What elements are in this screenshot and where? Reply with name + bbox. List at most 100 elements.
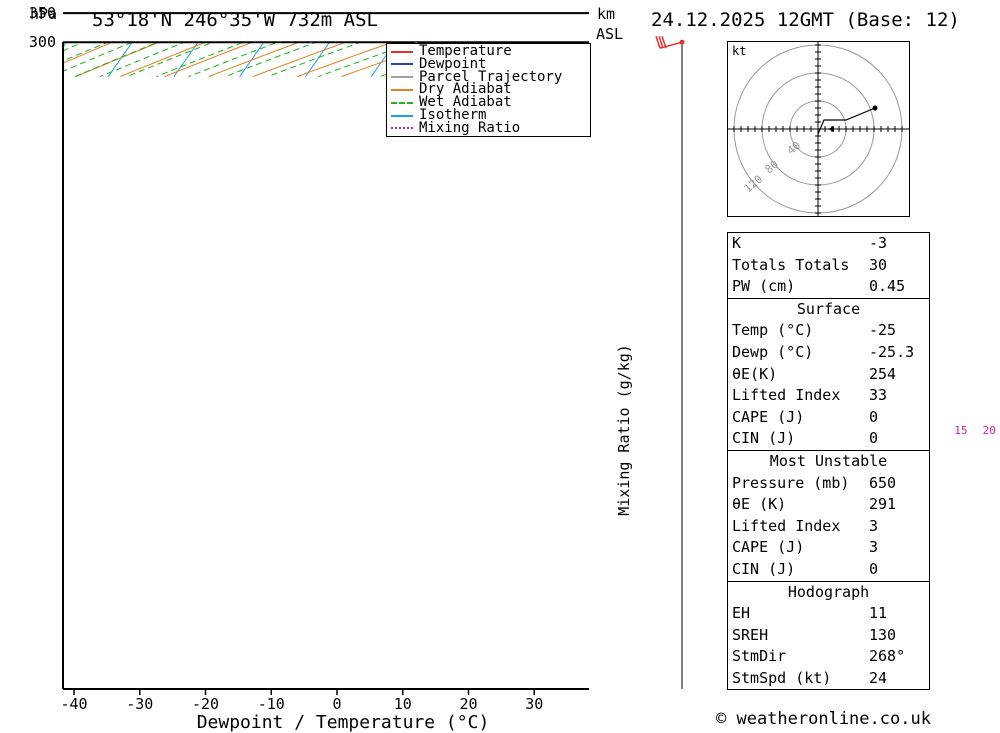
index-row: K -3 [728,233,929,255]
most-unstable-label: CAPE (J) [732,538,805,557]
legend-item: Wet Adiabat [391,94,512,111]
legend-label: Dewpoint [419,55,487,72]
x-tick-label: -30 [126,695,153,713]
hodograph-index-value: 130 [869,625,897,644]
legend-label: Temperature [419,43,512,59]
legend: Temperature Dewpoint Parcel Trajectory Dry … [386,43,591,137]
most-unstable-title: Most Unstable [769,451,888,470]
hodograph-ring-label-80: 80 [763,158,782,176]
most-unstable-row: CAPE (J) 3 [728,537,929,559]
legend-item: Dewpoint [391,55,487,72]
surface-value: -25 [869,321,897,340]
most-unstable-row: θE (K) 291 [728,494,929,516]
x-tick-label: 20 [459,695,477,713]
hodograph-index-value: 268° [869,647,906,666]
surface-value: -25.3 [869,342,915,361]
surface-row: Lifted Index 33 [728,385,929,407]
surface-row: CAPE (J) 0 [728,407,929,429]
legend-item: Mixing Ratio [391,121,520,135]
hodograph-trace [817,107,876,135]
most-unstable-label: CIN (J) [732,559,796,578]
x-tick-label: -20 [192,695,219,713]
most-unstable-label: θE (K) [732,495,787,514]
hodograph-index-row: EH 11 [728,603,929,625]
index-label: Totals Totals [732,255,850,274]
legend-item: Isotherm [391,107,487,123]
most-unstable-value: 3 [869,516,879,535]
hodograph-index-row: StmDir 268° [728,646,929,668]
surface-title: Surface [796,299,861,318]
legend-item: Parcel Trajectory [391,70,562,84]
x-tick-label: -10 [258,695,285,713]
index-value: 0.45 [869,277,906,296]
hodograph-index-label: EH [732,604,751,623]
surface-label: CAPE (J) [732,407,805,426]
mixing-ratio-axis-label: Mixing Ratio (g/kg) [615,344,633,516]
wind-barb-flag [658,35,664,49]
surface-row: θE(K) 254 [728,364,929,386]
surface-row: Temp (°C) -25 [728,320,929,342]
most-unstable-row: Lifted Index 3 [728,516,929,538]
x-tick-label: 0 [332,695,341,713]
legend-item: Temperature [391,43,512,59]
x-tick-label: -40 [60,695,87,713]
most-unstable-row: CIN (J) 0 [728,559,929,581]
index-row: PW (cm) 0.45 [728,276,929,298]
copyright-footer: © weatheronline.co.uk [716,709,931,729]
most-unstable-value: 650 [869,473,897,492]
km-unit-label: km [597,5,616,23]
legend-label: Dry Adiabat [419,81,512,98]
mixing-ratio-label: 20 [983,424,996,437]
hodograph-index-label: StmDir [732,647,787,666]
surface-label: Dewp (°C) [732,342,814,361]
storm-motion-marker [828,126,834,132]
surface-label: θE(K) [732,364,778,383]
index-value: 30 [869,255,888,274]
legend-label: Wet Adiabat [419,94,512,111]
legend-swatch [391,88,413,91]
hodograph-ring-label-40: 40 [785,139,804,157]
x-axis-title: Dewpoint / Temperature (°C) [197,712,490,733]
hodograph-index-value: 11 [869,604,888,623]
index-label: PW (cm) [732,277,796,296]
legend-item: Dry Adiabat [391,81,512,98]
hodograph: kt 40 80 120 [727,41,910,217]
hpa-unit-label: hPa [30,5,58,23]
surface-label: Lifted Index [732,386,841,405]
indices-panel: K -3 Totals Totals 30 PW (cm) 0.45 Surface Te… [727,232,930,691]
surface-value: 0 [869,407,879,426]
isotherm-line [0,0,28,77]
most-unstable-label: Pressure (mb) [732,473,850,492]
legend-swatch [391,127,413,130]
pressure-tick-label: 300 [29,33,56,51]
hodograph-index-label: SREH [732,625,769,644]
wind-barb-flag [655,35,661,49]
surface-row: CIN (J) 0 [728,428,929,450]
index-label: K [732,234,742,252]
wind-barb-shaft [659,41,683,49]
hodograph-index-value: 24 [869,668,888,687]
legend-label: Isotherm [419,107,487,123]
legend-swatch [391,63,413,66]
wind-barb-flag [661,35,667,49]
mixing-ratio-label: 15 [954,424,967,437]
surface-value: 33 [869,386,888,405]
hodograph-index-row: SREH 130 [728,625,929,647]
surface-label: CIN (J) [732,429,796,448]
hodograph-index-row: StmSpd (kt) 24 [728,668,929,690]
hodograph-plot: 40 80 120 [728,42,909,216]
legend-swatch [391,101,413,104]
most-unstable-row: Pressure (mb) 650 [728,473,929,495]
datetime-title: 24.12.2025 12GMT (Base: 12) [651,9,960,31]
x-tick-label: 10 [394,695,412,713]
hodograph-unit: kt [732,44,747,58]
x-tick-label: 30 [525,695,543,713]
index-row: Totals Totals 30 [728,255,929,277]
legend-swatch [391,114,413,117]
surface-label: Temp (°C) [732,321,814,340]
most-unstable-value: 0 [869,559,879,578]
legend-swatch [391,50,413,53]
most-unstable-value: 291 [869,495,897,514]
index-value: -3 [869,234,888,252]
